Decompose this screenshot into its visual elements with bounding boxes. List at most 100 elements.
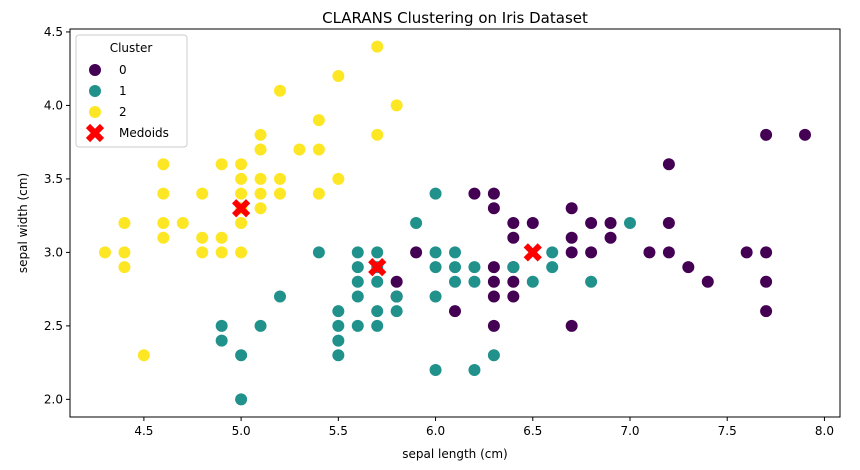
data-point-cluster-1 [449,275,461,288]
data-point-cluster-1 [468,363,481,376]
y-tick-label: 4.0 [44,98,63,112]
data-point-cluster-0 [487,202,500,215]
data-point-cluster-1 [235,393,248,406]
data-point-cluster-2 [196,187,209,200]
y-tick-label: 2.5 [44,319,63,333]
data-point-cluster-0 [760,275,773,288]
data-point-cluster-2 [235,187,248,200]
data-point-cluster-1 [526,275,539,288]
data-point-cluster-2 [312,187,325,200]
data-point-cluster-2 [99,246,111,259]
data-point-cluster-2 [118,217,131,229]
data-point-cluster-2 [254,143,267,156]
data-point-cluster-0 [662,246,675,259]
medoid-marker [231,199,251,218]
x-tick-label: 4.5 [134,424,153,438]
chart-title: CLARANS Clustering on Iris Dataset [322,9,588,27]
data-point-cluster-2 [332,172,345,185]
data-point-cluster-2 [332,70,345,83]
data-point-cluster-2 [254,128,267,141]
data-point-cluster-1 [507,261,520,274]
legend-label: Medoids [119,126,169,140]
data-point-cluster-1 [215,334,228,347]
x-tick-label: 5.0 [232,424,251,438]
data-point-cluster-1 [332,319,345,332]
data-point-cluster-1 [312,246,325,259]
legend-label: 0 [119,63,127,77]
data-point-cluster-2 [196,231,209,244]
data-point-cluster-2 [118,261,131,274]
data-point-cluster-0 [760,246,773,259]
data-point-cluster-1 [390,305,403,318]
data-point-cluster-1 [585,275,598,288]
data-point-cluster-1 [390,290,403,303]
data-point-cluster-0 [565,231,578,244]
data-point-cluster-0 [507,290,520,303]
data-point-cluster-2 [312,143,325,156]
data-point-cluster-1 [215,319,228,332]
medoid-marker [368,257,387,277]
data-point-cluster-1 [274,290,286,303]
x-tick-label: 7.5 [718,424,737,438]
data-points [99,40,811,406]
data-point-cluster-0 [701,275,714,288]
data-point-cluster-0 [643,246,656,259]
data-point-cluster-0 [410,246,423,259]
x-tick-label: 5.5 [329,424,348,438]
y-axis-ticks: 2.0 2.5 3.0 3.5 4.0 4.5 [44,25,70,406]
data-point-cluster-0 [565,202,578,215]
data-point-cluster-2 [157,231,170,244]
data-point-cluster-1 [487,349,500,362]
x-axis-ticks: 4.5 5.0 5.5 6.0 6.5 7.0 7.5 8.0 [134,417,834,438]
data-point-cluster-2 [274,187,286,200]
data-point-cluster-1 [235,349,248,362]
data-point-cluster-0 [760,305,773,318]
data-point-cluster-1 [468,275,481,288]
data-point-cluster-2 [235,158,248,171]
data-point-cluster-2 [235,217,248,229]
x-tick-label: 6.0 [426,424,445,438]
x-axis-label: sepal length (cm) [402,447,507,461]
data-point-cluster-0 [662,158,675,171]
legend: Cluster 0 1 2 Medoids [75,34,188,148]
data-point-cluster-1 [254,319,267,332]
data-point-cluster-0 [662,217,675,229]
medoid-marker [523,243,542,262]
data-point-cluster-2 [254,187,267,200]
data-point-cluster-2 [274,84,286,97]
data-point-cluster-0 [585,246,598,259]
legend-title: Cluster [110,41,153,55]
data-point-cluster-0 [468,187,481,200]
data-point-cluster-0 [604,217,617,229]
data-point-cluster-1 [449,261,461,274]
data-point-cluster-1 [351,290,364,303]
data-point-cluster-0 [487,290,500,303]
data-point-cluster-2 [254,172,267,185]
data-point-cluster-2 [254,202,267,215]
data-point-cluster-2 [176,217,189,229]
data-point-cluster-1 [546,246,559,259]
data-point-cluster-2 [157,158,170,171]
data-point-cluster-1 [429,246,442,259]
data-point-cluster-0 [507,217,520,229]
y-tick-label: 3.0 [44,245,63,259]
legend-marker-cluster-1 [89,85,101,97]
data-point-cluster-2 [196,246,209,259]
legend-marker-cluster-0 [89,64,101,76]
data-point-cluster-0 [604,231,617,244]
x-tick-label: 7.0 [620,424,639,438]
data-point-cluster-0 [487,261,500,274]
data-point-cluster-0 [507,275,520,288]
legend-marker-cluster-2 [89,106,101,118]
data-point-cluster-0 [799,128,811,141]
data-point-cluster-1 [429,261,442,274]
data-point-cluster-2 [215,246,228,259]
data-point-cluster-2 [371,40,384,53]
x-tick-label: 6.5 [523,424,542,438]
data-point-cluster-1 [429,187,442,200]
data-point-cluster-0 [526,217,539,229]
legend-label: 1 [119,84,127,98]
data-point-cluster-2 [235,172,248,185]
data-point-cluster-1 [429,290,442,303]
